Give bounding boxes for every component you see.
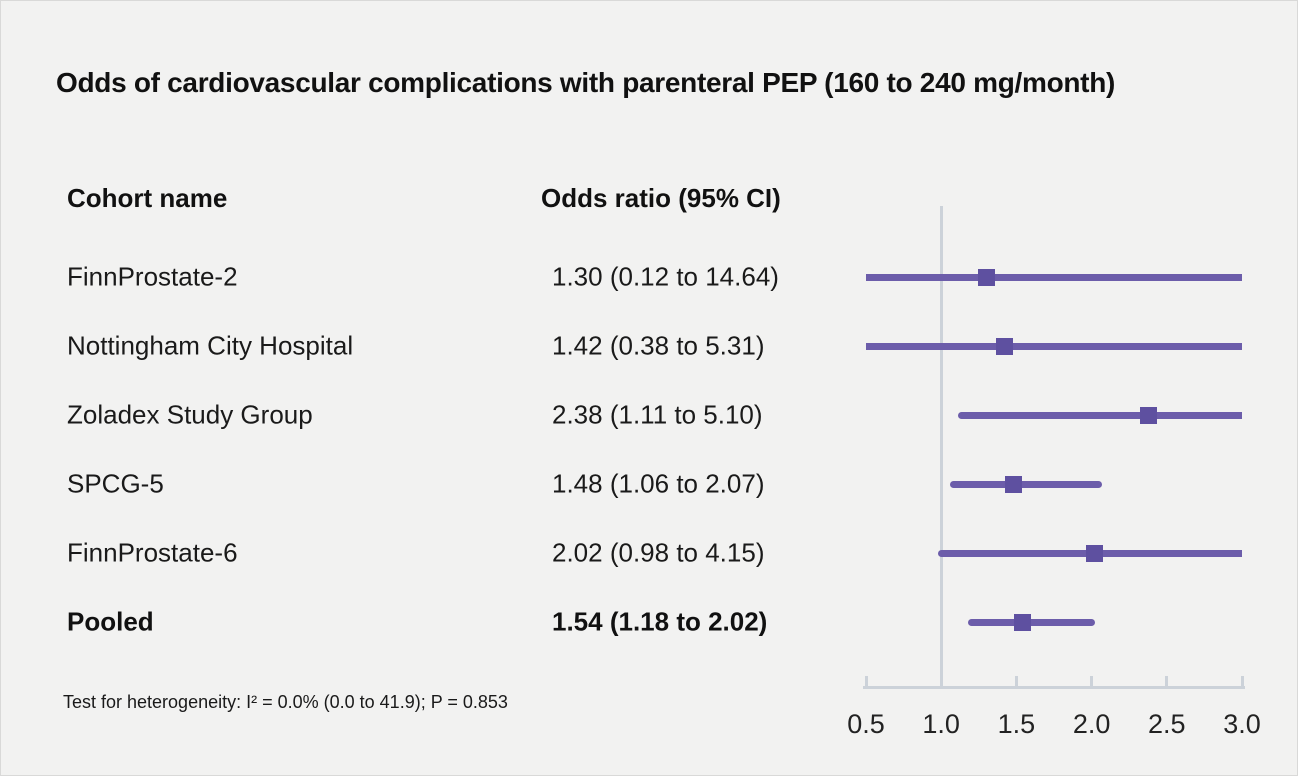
ci-line: [957, 411, 1242, 419]
x-axis-tick-label: 2.0: [1072, 709, 1111, 739]
estimate-marker: [1140, 406, 1158, 424]
column-header-cohort: Cohort name: [67, 183, 228, 213]
x-axis-tick: [1240, 676, 1244, 686]
ci-line: [866, 342, 1242, 350]
row-value: 2.02 (0.98 to 4.15): [552, 537, 765, 568]
x-axis-tick-label: 0.5: [847, 709, 885, 739]
row-value: 1.42 (0.38 to 5.31): [552, 330, 765, 361]
figure-title: Odds of cardiovascular complications wit…: [56, 67, 1116, 98]
estimate-marker: [1086, 544, 1104, 562]
row-label: FinnProstate-2: [67, 261, 238, 292]
row-label: SPCG-5: [67, 468, 164, 499]
heterogeneity-note: Test for heterogeneity: I² = 0.0% (0.0 t…: [63, 692, 508, 712]
estimate-marker: [1013, 613, 1031, 631]
x-axis-tick: [1090, 676, 1094, 686]
ci-line: [950, 480, 1103, 488]
row-value: 1.48 (1.06 to 2.07): [552, 468, 765, 499]
x-axis-tick-label: 1.0: [922, 709, 960, 739]
row-label: Zoladex Study Group: [67, 399, 313, 430]
estimate-marker: [1004, 475, 1022, 493]
x-axis-tick-label: 2.5: [1148, 709, 1186, 739]
x-axis-tick: [1165, 676, 1169, 686]
row-value: 1.30 (0.12 to 14.64): [552, 261, 779, 292]
row-value: 2.38 (1.11 to 5.10): [552, 399, 763, 430]
x-axis-tick: [864, 676, 868, 686]
x-axis-tick: [1014, 676, 1018, 686]
x-axis-tick-label: 1.5: [997, 709, 1036, 739]
row-label: Pooled: [67, 606, 154, 637]
row-label: Nottingham City Hospital: [67, 330, 354, 361]
ci-line: [968, 618, 1095, 626]
estimate-marker: [977, 268, 995, 286]
column-header-odds-ratio: Odds ratio (95% CI): [541, 183, 781, 213]
x-axis-tick-label: 3.0: [1223, 709, 1261, 739]
ci-line: [866, 273, 1242, 281]
row-value: 1.54 (1.18 to 2.02): [552, 606, 768, 637]
reference-line: [939, 206, 943, 689]
x-axis-tick: [939, 676, 943, 686]
estimate-marker: [995, 337, 1013, 355]
x-axis-baseline: [863, 686, 1245, 689]
row-label: FinnProstate-6: [67, 537, 238, 568]
